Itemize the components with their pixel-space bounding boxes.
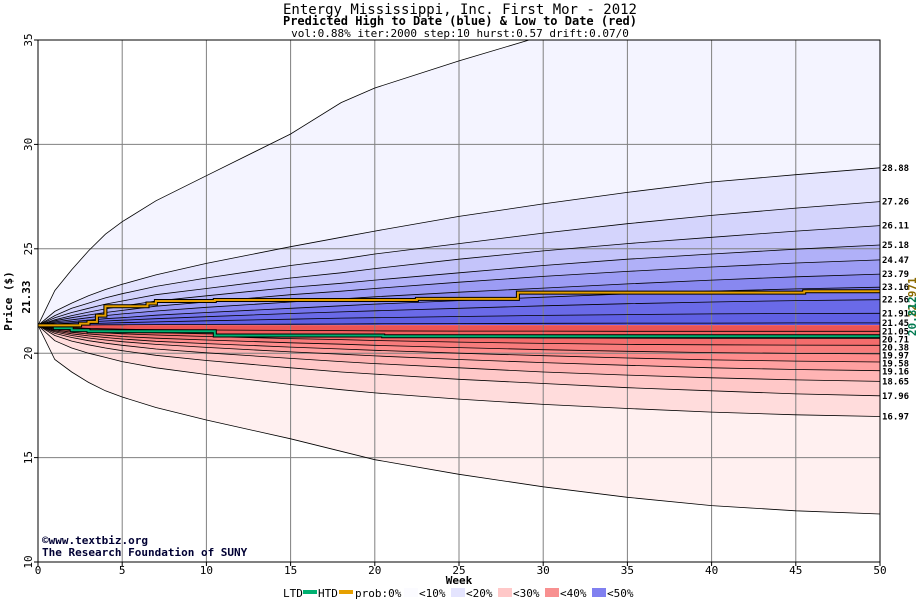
- legend-ltd-label: LTD: [283, 587, 303, 600]
- htd-line: [38, 290, 880, 327]
- contour-0: [38, 40, 531, 326]
- chart-title: Entergy Mississippi, Inc. First Mor - 20…: [283, 2, 637, 18]
- credit-line-1: ©www.textbiz.org: [42, 534, 148, 547]
- legend-bin-3-label: <40%: [560, 587, 587, 600]
- x-axis-label: Week: [446, 574, 473, 587]
- x-tick-label-20: 20: [368, 564, 381, 577]
- contour-14: [38, 325, 880, 382]
- chart-subtitle: Predicted High to Date (blue) & Low to D…: [283, 14, 637, 28]
- contour-16: [38, 325, 880, 363]
- end-label-16: 18.65: [882, 377, 909, 387]
- y-tick-label-30: 30: [22, 138, 35, 151]
- y-tick-label-15: 15: [22, 451, 35, 464]
- end-label-3: 25.18: [882, 241, 909, 251]
- x-tick-label-35: 35: [621, 564, 634, 577]
- legend-bin-0-label: <10%: [419, 587, 446, 600]
- legend-bin-2-label: <30%: [513, 587, 540, 600]
- legend-bin-3-swatch: [545, 588, 559, 597]
- htd-end-label: 22.971: [906, 277, 919, 317]
- x-tick-label-50: 50: [873, 564, 886, 577]
- end-label-6: 23.16: [882, 283, 909, 293]
- contour-17: [38, 325, 880, 355]
- credit-line-2: The Research Foundation of SUNY: [42, 546, 248, 559]
- end-label-17: 17.96: [882, 392, 909, 402]
- contour-11: [38, 325, 880, 515]
- x-tick-label-45: 45: [789, 564, 802, 577]
- y-axis-label: Price ($): [2, 271, 15, 331]
- end-label-18: 16.97: [882, 413, 909, 423]
- legend-bin-2-swatch: [498, 588, 512, 597]
- legend-bin-4-label: <50%: [607, 587, 634, 600]
- end-label-7: 22.56: [882, 296, 909, 306]
- end-label-5: 23.79: [882, 270, 909, 280]
- right-end-labels: 28.88 27.26 26.11 25.18 24.47 23.79 23.16 22.56…: [882, 164, 909, 423]
- y-tick-label-20: 20: [22, 347, 35, 360]
- to-date-lines: [38, 289, 880, 339]
- ltd-end-label: 20.812: [906, 296, 919, 336]
- end-label-8: 21.91: [882, 309, 909, 319]
- contour-5: [38, 259, 880, 326]
- start-price-label: 21.33: [20, 280, 33, 313]
- end-label-0: 28.88: [882, 164, 909, 174]
- contour-4: [38, 244, 880, 326]
- end-label-15: 19.16: [882, 367, 909, 377]
- end-label-11: 20.71: [882, 335, 909, 345]
- y-tick-label-25: 25: [22, 242, 35, 255]
- x-tick-label-30: 30: [537, 564, 550, 577]
- y-tick-label-10: 10: [22, 555, 35, 568]
- legend-htd-label: HTD: [318, 587, 338, 600]
- ltd-line: [38, 324, 880, 338]
- legend-prob-label: prob:0%: [355, 587, 402, 600]
- y-tick-label-35: 35: [22, 33, 35, 46]
- end-label-13: 19.97: [882, 351, 909, 361]
- chart-params: vol:0.88% iter:2000 step:10 hurst:0.57 d…: [291, 27, 629, 40]
- end-label-1: 27.26: [882, 198, 909, 208]
- contour-20: [38, 325, 880, 332]
- legend-ltd-swatch: [303, 590, 317, 594]
- y-axis-ticks: 10 15 20 25 30 35: [22, 33, 38, 569]
- end-label-9: 21.45: [882, 319, 909, 329]
- contour-13: [38, 325, 880, 397]
- contour-12: [38, 325, 880, 417]
- legend-bin-1-swatch: [451, 588, 465, 597]
- x-tick-label-5: 5: [119, 564, 126, 577]
- x-tick-label-15: 15: [284, 564, 297, 577]
- x-axis-ticks: 0 5 10 15 20 25 30 35 40 45 50: [35, 562, 887, 577]
- contour-2: [38, 201, 880, 326]
- legend: LTD HTD prob:0% <10% <20% <30% <40% <50%: [283, 587, 634, 600]
- legend-bin-4-swatch: [592, 588, 606, 597]
- legend-bin-1-label: <20%: [466, 587, 493, 600]
- legend-bin-0-swatch: [404, 588, 418, 597]
- x-tick-label-40: 40: [705, 564, 718, 577]
- end-label-14: 19.58: [882, 359, 909, 369]
- x-tick-label-10: 10: [200, 564, 213, 577]
- end-label-10: 21.05: [882, 327, 909, 337]
- end-label-12: 20.38: [882, 343, 909, 353]
- end-label-4: 24.47: [882, 256, 909, 266]
- x-tick-label-0: 0: [35, 564, 42, 577]
- contour-15: [38, 325, 880, 372]
- legend-htd-swatch: [339, 590, 353, 594]
- contour-1: [38, 167, 880, 326]
- end-label-2: 26.11: [882, 222, 909, 232]
- x-tick-label-25: 25: [452, 564, 465, 577]
- contour-3: [38, 225, 880, 326]
